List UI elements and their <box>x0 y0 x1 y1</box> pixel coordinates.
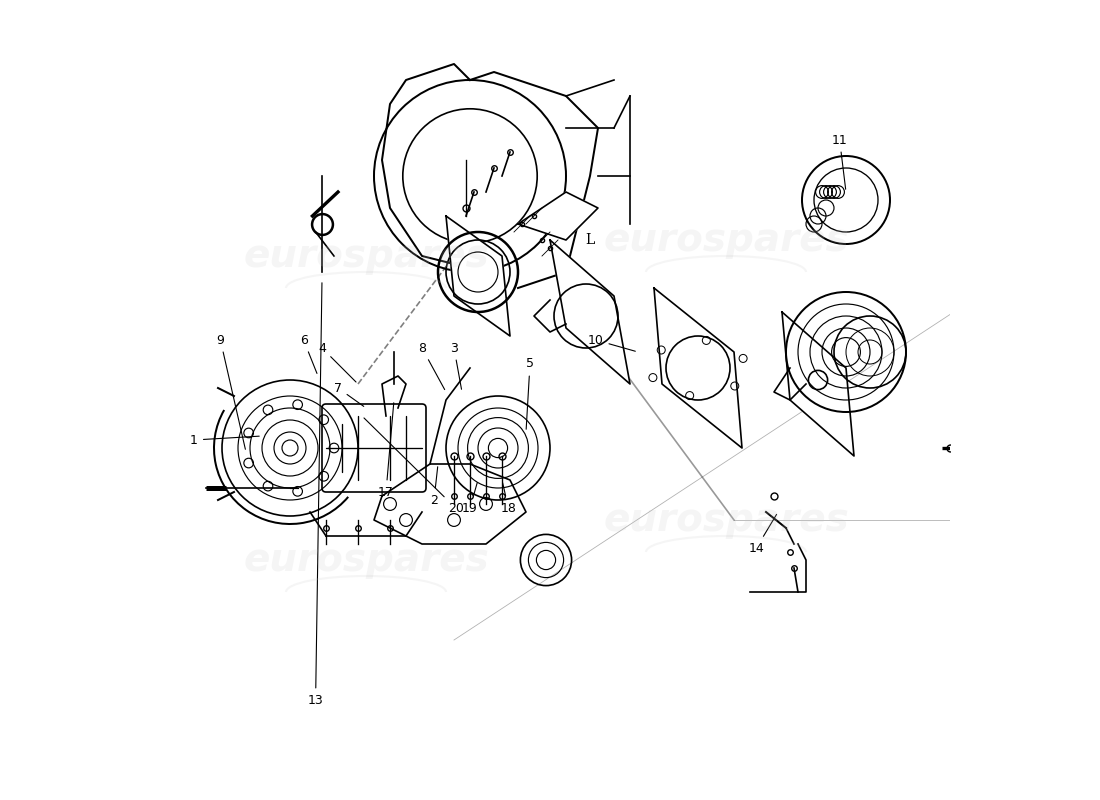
Text: eurospares: eurospares <box>243 237 488 275</box>
Polygon shape <box>518 192 598 240</box>
Text: 17: 17 <box>378 402 394 498</box>
Text: eurospares: eurospares <box>243 541 488 579</box>
Text: 8: 8 <box>418 342 444 390</box>
Text: eurospares: eurospares <box>603 221 849 259</box>
Text: 6: 6 <box>299 334 317 374</box>
Text: 5: 5 <box>526 358 534 430</box>
Polygon shape <box>446 216 510 336</box>
Text: L: L <box>585 233 595 247</box>
Text: 14: 14 <box>748 514 777 554</box>
Text: 20: 20 <box>364 418 463 514</box>
Polygon shape <box>550 240 630 384</box>
Text: 13: 13 <box>308 282 323 706</box>
Text: 19: 19 <box>462 482 477 514</box>
Polygon shape <box>782 312 854 456</box>
Text: 9: 9 <box>217 334 245 450</box>
Text: 3: 3 <box>450 342 462 390</box>
Text: eurospares: eurospares <box>603 501 849 539</box>
Text: 7: 7 <box>334 382 364 406</box>
Text: 10: 10 <box>587 334 636 351</box>
Text: 2: 2 <box>430 466 438 506</box>
Text: 11: 11 <box>832 134 847 190</box>
Text: 4: 4 <box>318 342 356 382</box>
Text: 18: 18 <box>500 482 516 514</box>
Polygon shape <box>654 288 743 448</box>
Text: 1: 1 <box>190 434 260 446</box>
